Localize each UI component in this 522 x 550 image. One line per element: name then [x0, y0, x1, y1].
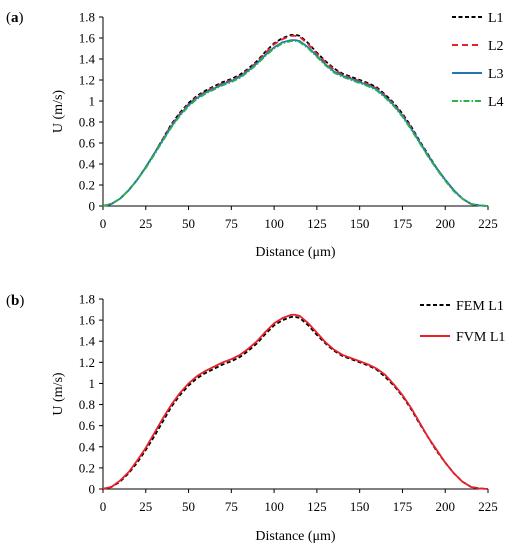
y-tick-label: 0: [89, 199, 96, 214]
x-tick-label: 50: [182, 499, 195, 514]
series-line-fem-l1: [102, 316, 489, 490]
y-tick-label: 0.4: [79, 157, 96, 172]
x-tick-label: 200: [435, 499, 455, 514]
y-tick-label: 1.8: [79, 10, 95, 25]
series-line-l1: [102, 33, 489, 207]
y-tick-label: 1: [89, 94, 96, 109]
legend-label: L1: [488, 11, 504, 26]
x-tick-label: 0: [100, 499, 107, 514]
y-tick-label: 0.2: [79, 460, 95, 475]
y-tick-label: 0.6: [79, 136, 96, 151]
series-line-l4: [102, 40, 489, 207]
y-tick-label: 0: [89, 482, 96, 497]
series-line-fvm-l1: [102, 313, 489, 490]
x-tick-label: 125: [307, 499, 327, 514]
x-tick-label: 150: [350, 216, 370, 231]
y-tick-label: 1.6: [79, 31, 96, 46]
x-tick-label: 100: [264, 499, 284, 514]
y-tick-label: 0.6: [79, 418, 96, 433]
legend-label: L4: [488, 95, 504, 110]
x-tick-label: 225: [478, 499, 498, 514]
legend-label: L2: [488, 39, 504, 54]
y-tick-label: 1.2: [79, 355, 95, 370]
x-tick-label: 25: [139, 499, 152, 514]
x-tick-label: 100: [264, 216, 284, 231]
y-axis-title: U (m/s): [51, 372, 66, 416]
x-tick-label: 50: [182, 216, 195, 231]
y-tick-label: 1.2: [79, 73, 95, 88]
x-tick-label: 125: [307, 216, 327, 231]
y-tick-label: 0.2: [79, 178, 95, 193]
panel-b: (b) 0 0.2 0.4 0.6 0.8 1 1.2 1.4 1.6 1.8 0 25 50 75 100 1…: [6, 292, 505, 545]
x-tick-label: 175: [393, 216, 413, 231]
y-tick-label: 1.4: [79, 334, 96, 349]
y-tick-label: 1: [89, 376, 96, 391]
y-tick-label: 1.6: [79, 313, 96, 328]
x-tick-label: 150: [350, 499, 370, 514]
x-tick-label: 25: [139, 216, 152, 231]
panel-label: (a): [6, 10, 24, 26]
y-tick-label: 1.4: [79, 52, 96, 67]
legend-label: FVM L1: [456, 330, 505, 345]
y-tick-label: 0.4: [79, 439, 96, 454]
x-tick-label: 75: [225, 216, 238, 231]
panel-label: (b): [6, 293, 24, 309]
x-tick-label: 75: [225, 499, 238, 514]
y-axis-title: U (m/s): [51, 90, 66, 134]
x-tick-label: 0: [100, 216, 107, 231]
y-tick-label: 1.8: [79, 292, 95, 307]
panel-a: (a) 0 0.2 0.4 0.6 0.8 1 1.2 1.4 1.6 1.8 0 25 50 75 100 1…: [6, 10, 504, 261]
series-line-l3: [102, 39, 489, 207]
x-tick-label: 200: [435, 216, 455, 231]
x-axis-title: Distance (μm): [255, 529, 336, 544]
legend-label: FEM L1: [456, 299, 504, 314]
legend-label: L3: [488, 67, 504, 82]
y-tick-label: 0.8: [79, 115, 95, 130]
y-tick-label: 0.8: [79, 397, 95, 412]
x-tick-label: 175: [393, 499, 413, 514]
x-axis-title: Distance (μm): [255, 245, 336, 260]
x-tick-label: 225: [478, 216, 498, 231]
series-line-l2: [102, 35, 489, 207]
